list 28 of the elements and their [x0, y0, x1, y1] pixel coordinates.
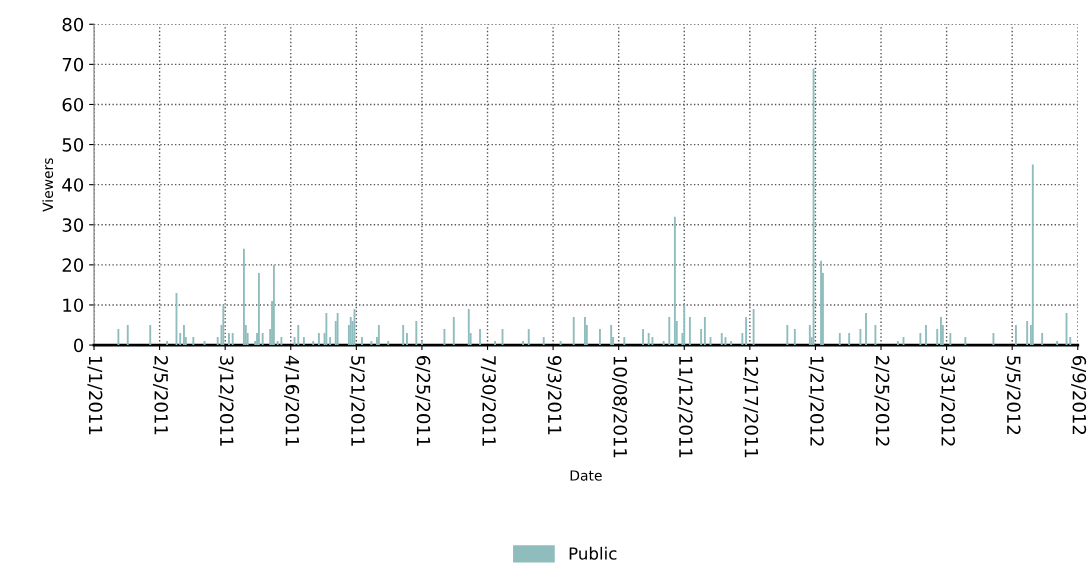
- y-tick-label: 10: [63, 298, 84, 313]
- x-tick-label: 12/17/2011: [743, 356, 759, 458]
- y-axis-title: Viewers: [42, 158, 54, 212]
- x-tick-label: 2/25/2012: [874, 356, 890, 446]
- y-tick-label: 30: [62, 218, 84, 232]
- x-tick-label: 6/9/2012: [1071, 356, 1087, 435]
- y-tick-label: 20: [62, 258, 84, 272]
- x-tick-label: 10/08/2011: [612, 356, 628, 458]
- x-tick-label: 9/3/2011: [546, 355, 562, 435]
- y-tick-label: 40: [62, 178, 84, 192]
- x-tick-label: 5/5/2012: [1005, 356, 1021, 435]
- y-tick-label: 0: [74, 338, 84, 353]
- x-tick-label: 7/30/2011: [480, 356, 496, 446]
- x-tick-label: 6/25/2011: [415, 356, 431, 446]
- x-tick-label: 1/1/2011: [87, 356, 103, 435]
- x-tick-label: 11/12/2011: [677, 356, 693, 458]
- x-tick-label: 1/21/2012: [808, 356, 824, 446]
- x-tick-label: 4/16/2011: [284, 355, 300, 446]
- y-tick-label: 80: [62, 17, 84, 32]
- legend-label: Public: [569, 546, 617, 560]
- x-axis-title: Date: [570, 470, 602, 481]
- x-tick-label: 2/5/2011: [152, 356, 169, 435]
- x-tick-label: 3/31/2012: [939, 356, 956, 446]
- y-tick-label: 60: [62, 97, 84, 112]
- y-tick-label: 50: [62, 138, 84, 152]
- x-tick-label: 3/12/2011: [218, 356, 234, 446]
- x-tick-label: 5/21/2011: [349, 356, 365, 446]
- y-tick-label: 70: [62, 57, 84, 72]
